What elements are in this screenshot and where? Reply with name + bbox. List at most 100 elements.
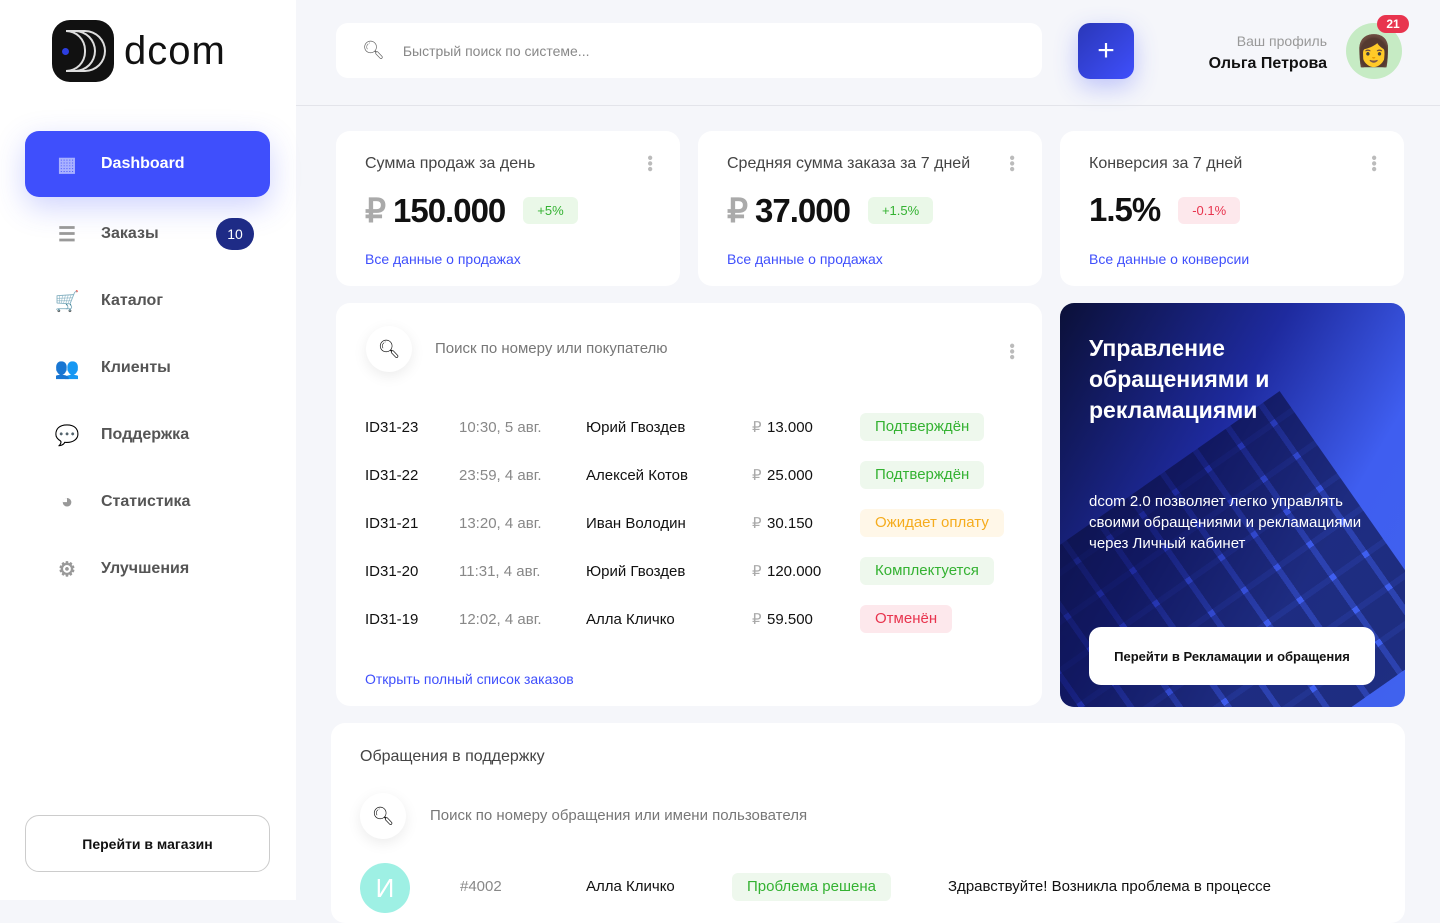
stat-card-avg-order: Средняя сумма заказа за 7 дней ••• ₽37.0… xyxy=(698,131,1042,286)
search-icon[interactable]: 🔍︎ xyxy=(360,793,406,839)
currency-icon: ₽ xyxy=(752,467,762,484)
stat-link[interactable]: Все данные о продажах xyxy=(365,251,521,267)
order-id: ID31-22 xyxy=(365,466,419,484)
brand-name: dcom xyxy=(124,28,226,73)
header-divider xyxy=(296,105,1440,106)
search-input[interactable]: Быстрый поиск по системе... xyxy=(402,42,590,59)
go-to-claims-button[interactable]: Перейти в Рекламации и обращения xyxy=(1089,627,1375,685)
table-row[interactable]: ID31-20 11:31, 4 авг. Юрий Гвоздев ₽ 120… xyxy=(365,556,1015,586)
more-icon[interactable]: ••• xyxy=(1003,343,1020,360)
order-time: 23:59, 4 авг. xyxy=(459,466,542,484)
sidebar-item-clients[interactable]: 👥 Клиенты xyxy=(25,335,270,401)
promo-banner: Управление обращениями и рекламациями dc… xyxy=(1060,303,1405,707)
stat-title: Сумма продаж за день xyxy=(365,155,536,172)
change-badge: +1.5% xyxy=(867,197,934,224)
profile[interactable]: Ваш профиль Ольга Петрова xyxy=(1209,33,1327,73)
stat-title: Средняя сумма заказа за 7 дней xyxy=(727,155,971,172)
promo-text: dcom 2.0 позволяет легко управлять своим… xyxy=(1089,493,1362,552)
sidebar-item-support[interactable]: 💬 Поддержка xyxy=(25,402,270,468)
sidebar-item-label: Каталог xyxy=(101,292,163,309)
currency-icon: ₽ xyxy=(752,611,762,628)
support-row[interactable]: #4002 Алла Кличко Проблема решена Здравс… xyxy=(331,871,1405,901)
sidebar-item-statistics[interactable]: ◕ Статистика xyxy=(25,469,270,535)
order-amount: 30.150 xyxy=(767,514,813,532)
change-badge: +5% xyxy=(523,197,578,224)
table-row[interactable]: ID31-22 23:59, 4 авг. Алексей Котов ₽ 25… xyxy=(365,460,1015,490)
order-customer: Юрий Гвоздев xyxy=(586,562,686,580)
logo-icon xyxy=(52,20,114,82)
status-badge: Ожидает оплату xyxy=(860,509,1004,537)
table-row[interactable]: ID31-19 12:02, 4 авг. Алла Кличко ₽ 59.5… xyxy=(365,604,1015,634)
order-time: 11:31, 4 авг. xyxy=(459,562,541,580)
users-icon: 👥 xyxy=(54,357,80,380)
profile-name: Ольга Петрова xyxy=(1208,55,1327,72)
stat-card-conversion: Конверсия за 7 дней ••• 1.5% -0.1% Все да… xyxy=(1060,131,1404,286)
add-button[interactable]: + xyxy=(1078,23,1134,79)
order-time: 13:20, 4 авг. xyxy=(459,514,542,532)
order-time: 10:30, 5 авг. xyxy=(459,418,542,436)
order-amount: 13.000 xyxy=(767,418,813,436)
stat-card-sales: Сумма продаж за день ••• ₽150.000 +5% Все… xyxy=(336,131,680,286)
ticket-number: #4002 xyxy=(460,877,502,895)
stat-value: ₽37.000 xyxy=(727,192,851,229)
order-id: ID31-19 xyxy=(365,610,419,628)
order-customer: Алексей Котов xyxy=(586,466,688,484)
stat-link[interactable]: Все данные о продажах xyxy=(727,251,883,267)
gear-icon: ⚙ xyxy=(58,558,76,581)
order-customer: Юрий Гвоздев xyxy=(586,418,686,436)
currency-icon: ₽ xyxy=(752,563,762,580)
table-row[interactable]: ID31-21 13:20, 4 авг. Иван Володин ₽ 30.… xyxy=(365,508,1015,538)
search-icon: 🔍︎ xyxy=(362,40,385,60)
table-row[interactable]: ID31-23 10:30, 5 авг. Юрий Гвоздев ₽ 13.… xyxy=(365,412,1015,442)
orders-card: 🔍︎ Поиск по номеру или покупателю ••• ID… xyxy=(336,303,1042,706)
order-id: ID31-20 xyxy=(365,562,419,580)
support-title: Обращения в поддержку xyxy=(360,748,545,765)
order-customer: Иван Володин xyxy=(586,514,686,532)
status-badge: Отменён xyxy=(860,605,953,633)
go-to-shop-button[interactable]: Перейти в магазин xyxy=(25,815,270,872)
more-icon[interactable]: ••• xyxy=(1003,155,1020,172)
order-time: 12:02, 4 авг. xyxy=(459,610,542,628)
orders-count-badge: 10 xyxy=(216,218,254,250)
chat-icon: 💬 xyxy=(54,424,80,447)
order-id: ID31-23 xyxy=(365,418,419,436)
sidebar: dcom ▦ Dashboard ☰ Заказы 10 🛒 Каталог 👥 Клие… xyxy=(0,0,296,900)
status-badge: Подтверждён xyxy=(860,461,985,489)
ticket-message: Здравствуйте! Возникла проблема в процес… xyxy=(948,877,1271,895)
sidebar-item-improvements[interactable]: ⚙ Улучшения xyxy=(25,536,270,602)
orders-search-input[interactable]: Поиск по номеру или покупателю xyxy=(435,340,668,357)
sidebar-item-catalog[interactable]: 🛒 Каталог xyxy=(25,268,270,334)
sidebar-item-label: Статистика xyxy=(101,493,191,510)
stat-value: ₽150.000 xyxy=(365,192,506,229)
stat-link[interactable]: Все данные о конверсии xyxy=(1089,251,1250,267)
logo[interactable]: dcom xyxy=(52,20,226,82)
status-badge: Подтверждён xyxy=(860,413,985,441)
order-amount: 25.000 xyxy=(767,466,813,484)
sidebar-item-dashboard[interactable]: ▦ Dashboard xyxy=(25,131,270,197)
support-search-input[interactable]: Поиск по номеру обращения или имени поль… xyxy=(430,807,808,824)
notification-badge[interactable]: 21 xyxy=(1377,15,1409,33)
currency-icon: ₽ xyxy=(752,419,762,436)
promo-title: Управление обращениями и рекламациями xyxy=(1089,335,1270,423)
order-id: ID31-21 xyxy=(365,514,419,532)
sidebar-item-label: Dashboard xyxy=(101,155,185,172)
cart-icon: 🛒 xyxy=(54,290,80,313)
order-amount: 59.500 xyxy=(767,610,813,628)
sidebar-item-label: Улучшения xyxy=(101,560,190,577)
status-badge: Проблема решена xyxy=(732,873,891,901)
pie-chart-icon: ◕ xyxy=(60,490,74,513)
dashboard-icon: ▦ xyxy=(57,153,77,176)
sidebar-item-label: Заказы xyxy=(101,225,159,242)
sidebar-item-label: Поддержка xyxy=(101,426,190,443)
support-card: Обращения в поддержку 🔍︎ Поиск по номеру… xyxy=(331,723,1405,923)
list-icon: ☰ xyxy=(58,223,76,246)
sidebar-item-orders[interactable]: ☰ Заказы 10 xyxy=(25,201,270,267)
order-customer: Алла Кличко xyxy=(586,610,675,628)
search-icon[interactable]: 🔍︎ xyxy=(366,326,412,372)
all-orders-link[interactable]: Открыть полный список заказов xyxy=(365,671,574,687)
sidebar-item-label: Клиенты xyxy=(101,359,171,376)
more-icon[interactable]: ••• xyxy=(641,155,658,172)
order-amount: 120.000 xyxy=(767,562,822,580)
more-icon[interactable]: ••• xyxy=(1365,155,1382,172)
global-search[interactable]: 🔍︎ Быстрый поиск по системе... xyxy=(336,23,1042,78)
